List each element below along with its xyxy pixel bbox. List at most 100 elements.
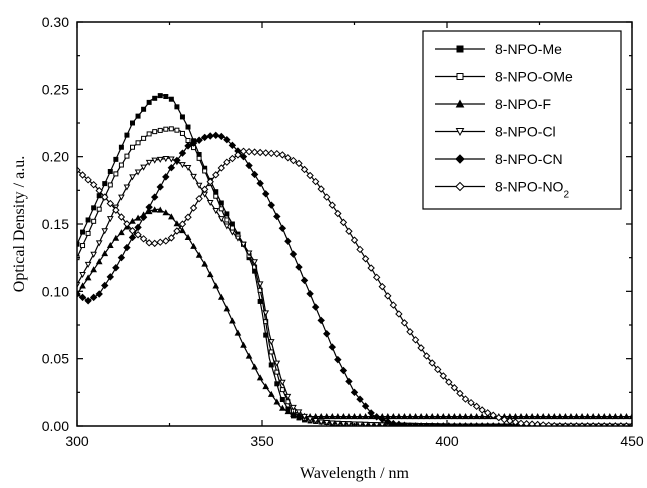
data-point bbox=[156, 238, 164, 246]
data-point bbox=[284, 393, 292, 400]
data-point bbox=[345, 227, 353, 235]
data-point bbox=[135, 140, 141, 146]
data-point bbox=[95, 240, 103, 247]
data-point bbox=[434, 413, 442, 420]
data-point bbox=[151, 157, 159, 164]
data-point bbox=[284, 237, 292, 245]
data-point bbox=[173, 227, 181, 235]
data-point bbox=[217, 293, 225, 300]
data-point bbox=[284, 408, 292, 415]
data-point bbox=[229, 229, 236, 236]
data-point bbox=[450, 384, 459, 392]
axes-layer: 300 350 400 450 0.00 0.05 0.10 0.15 0.20 0.25 0.30 bbox=[42, 14, 644, 449]
data-point bbox=[217, 132, 226, 141]
data-point bbox=[118, 194, 125, 201]
data-point bbox=[445, 378, 453, 386]
data-point bbox=[422, 352, 431, 360]
data-point bbox=[124, 132, 130, 138]
data-point bbox=[196, 155, 202, 161]
data-point bbox=[234, 329, 242, 336]
data-point bbox=[200, 185, 209, 194]
data-point bbox=[306, 171, 314, 180]
data-point bbox=[168, 126, 174, 132]
data-point bbox=[174, 104, 180, 110]
data-point bbox=[528, 420, 536, 426]
data-point bbox=[617, 413, 625, 420]
data-point bbox=[267, 201, 275, 209]
data-point bbox=[367, 422, 375, 426]
data-point bbox=[163, 94, 169, 100]
data-point bbox=[163, 126, 169, 132]
data-point bbox=[295, 159, 303, 168]
data-point bbox=[113, 156, 119, 162]
data-point bbox=[328, 413, 336, 420]
data-point bbox=[550, 413, 558, 420]
data-point bbox=[562, 413, 569, 420]
data-point bbox=[146, 99, 152, 105]
data-point bbox=[279, 397, 285, 403]
data-point bbox=[141, 106, 147, 112]
data-point bbox=[223, 158, 231, 166]
data-point bbox=[206, 178, 214, 186]
data-point bbox=[495, 413, 503, 422]
legend-label: 8-NPO-Me bbox=[495, 41, 562, 57]
data-point bbox=[130, 120, 135, 126]
data-point bbox=[173, 156, 181, 165]
data-point bbox=[273, 149, 281, 158]
data-point bbox=[412, 413, 419, 420]
data-point bbox=[95, 186, 103, 195]
data-point bbox=[489, 411, 497, 419]
data-point bbox=[367, 264, 375, 272]
data-point bbox=[139, 235, 148, 243]
data-point bbox=[350, 236, 359, 244]
data-point bbox=[168, 213, 175, 220]
data-point bbox=[300, 276, 309, 285]
data-point bbox=[228, 154, 237, 163]
x-tick-label: 400 bbox=[435, 433, 459, 449]
data-point bbox=[151, 206, 159, 213]
data-point bbox=[372, 413, 381, 421]
legend-subscript: 2 bbox=[563, 189, 569, 200]
data-point bbox=[218, 206, 224, 212]
y-tick-label: 0.20 bbox=[42, 149, 69, 165]
data-point bbox=[106, 216, 114, 223]
data-point bbox=[89, 180, 98, 189]
data-point bbox=[156, 183, 164, 191]
data-point bbox=[189, 139, 198, 147]
series-8-npo-cn bbox=[77, 131, 632, 426]
data-point bbox=[290, 410, 297, 417]
data-point bbox=[289, 156, 298, 165]
data-point bbox=[118, 144, 124, 150]
data-point bbox=[84, 297, 92, 305]
data-point bbox=[245, 250, 253, 257]
data-point bbox=[206, 132, 214, 140]
data-point bbox=[378, 282, 386, 291]
data-point bbox=[350, 388, 359, 397]
data-point bbox=[202, 168, 208, 174]
data-point bbox=[90, 251, 97, 258]
data-point bbox=[467, 413, 475, 420]
data-point bbox=[106, 242, 114, 249]
data-point bbox=[317, 413, 325, 420]
data-point bbox=[102, 181, 108, 187]
data-point bbox=[600, 413, 608, 420]
data-point bbox=[522, 420, 531, 426]
data-point bbox=[573, 413, 580, 420]
series-layer bbox=[77, 93, 632, 426]
data-point bbox=[157, 93, 163, 99]
legend-marker bbox=[455, 128, 465, 137]
data-point bbox=[262, 310, 270, 317]
data-point bbox=[290, 404, 297, 411]
data-point bbox=[439, 372, 448, 380]
data-point bbox=[112, 234, 120, 241]
data-point bbox=[390, 413, 397, 420]
data-point bbox=[461, 395, 470, 403]
data-point bbox=[417, 413, 425, 420]
data-point bbox=[239, 147, 248, 155]
legend-label: 8-NPO-Cl bbox=[495, 124, 556, 140]
data-point bbox=[417, 344, 425, 352]
data-point bbox=[512, 413, 519, 420]
data-point bbox=[517, 419, 525, 426]
data-point bbox=[123, 184, 131, 191]
data-point bbox=[134, 223, 142, 232]
